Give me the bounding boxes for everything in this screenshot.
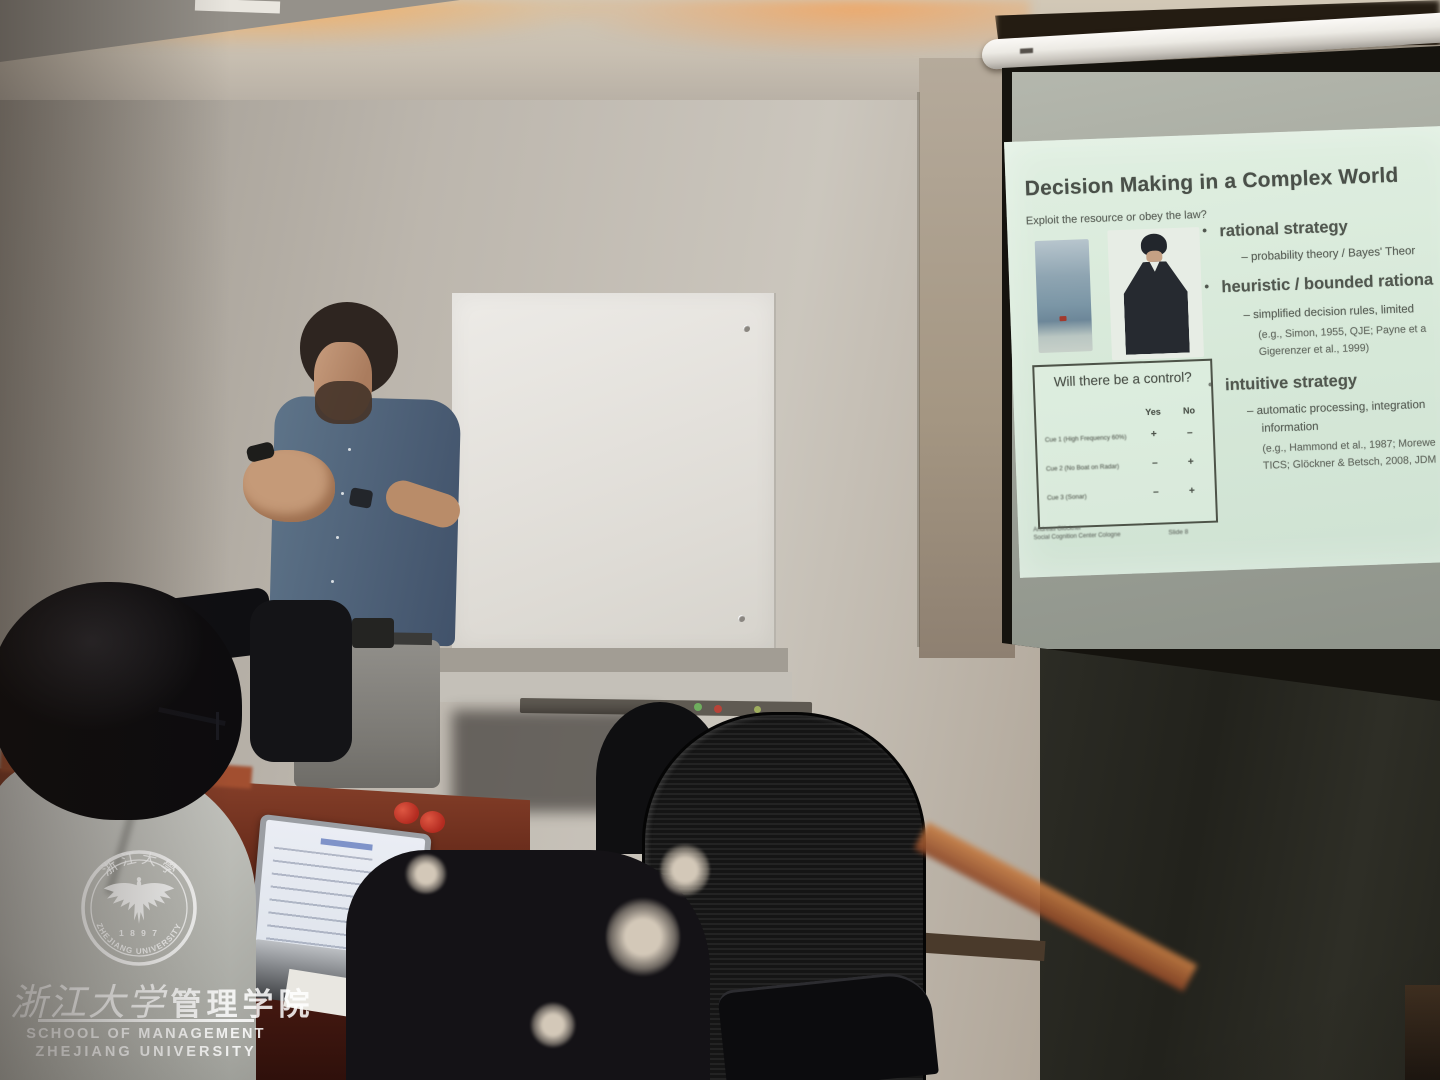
glasses-lens-edge [216,712,219,740]
student-left-hair [0,582,242,820]
seal-bottom-text: ZHEJIANG UNIVERSITY [95,922,184,956]
control-table-title: Will there be a control? [1053,369,1193,390]
whiteboard [452,293,776,651]
wall-corner-edge [917,92,920,647]
row3-yes: – [1152,486,1159,498]
slide-title: Decision Making in a Complex World [1024,163,1399,201]
bullet-rational: rational strategy [1219,218,1348,242]
marker-yellow [754,706,761,713]
chair-leg-right [1405,985,1440,1080]
whiteboard-shadow [440,648,788,674]
projection-screen: Decision Making in a Complex World Explo… [1002,46,1440,701]
eagle-emblem [103,877,175,924]
projected-slide: Decision Making in a Complex World Explo… [1004,126,1440,578]
row2-label: Cue 2 (No Boat on Radar) [1045,463,1120,473]
sub-probability: – probability theory / Bayes' Theor [1241,245,1416,264]
shirt-button [341,492,344,495]
sub-simplified: – simplified decision rules, limited [1243,303,1415,322]
wall-band [440,672,792,702]
zh-school-name: 管理学院 [170,987,315,1022]
watermark-chinese-line: 浙江大学 管理学院 [10,972,309,1026]
ref-glockner: TICS; Glöckner & Betsch, 2008, JDM [1262,453,1437,472]
shirt-button [348,448,351,451]
row2-no: + [1187,456,1194,468]
watermark-school-en: SCHOOL OF MANAGEMENT [26,1026,266,1042]
police-face [1146,250,1162,263]
ref-simon: (e.g., Simon, 1955, QJE; Payne et a [1258,322,1427,341]
chair-back-mid [250,600,352,762]
marker-green [694,703,702,711]
zh-university-calligraphy: 浙江大学 [10,983,166,1024]
footer-affiliation: Social Cognition Center Cologne [1033,532,1121,542]
whiteboard-screw [738,615,745,622]
presenter-beard [315,381,372,424]
seal-year: 1 8 9 7 [119,928,159,938]
belt-phone [352,618,394,648]
row1-label: Cue 1 (High Frequency 60%) [1044,433,1127,444]
row1-yes: + [1150,428,1157,440]
sub-automatic: – automatic processing, integration [1246,398,1426,418]
row1-no: – [1186,427,1193,439]
ref-gigerenzer: Gigerenzer et al., 1999) [1258,341,1370,358]
sub-information: information [1261,420,1319,435]
footer-slide-number: Slide 8 [1168,528,1189,537]
seal-top-text: 浙 江 大 學 [99,850,180,880]
shirt-button [336,536,339,539]
ref-hammond: (e.g., Hammond et al., 1987; Morewe [1262,436,1436,455]
watermark-divider [38,1019,254,1022]
row2-yes: – [1151,457,1158,469]
floral-print [606,896,680,978]
presenter-hands [243,450,335,522]
bottle-cap-red [420,811,445,833]
floral-print [660,842,710,898]
whiteboard-screw [743,325,750,332]
right-wall [919,58,1015,658]
laptop-toolbar [320,838,373,851]
dark-wood-panel [1040,648,1440,1080]
slide-subtitle: Exploit the resource or obey the law? [1025,208,1208,228]
housing-logo [1020,47,1033,54]
row3-label: Cue 3 (Sonar) [1046,493,1087,502]
university-seal: 浙 江 大 學 ZHEJIANG UNIVERSITY 1 8 9 7 [81,850,197,966]
floral-print [530,1002,576,1048]
watermark-university-en: ZHEJIANG UNIVERSITY [35,1044,257,1060]
col-yes: Yes [1145,406,1161,418]
boat-mark [1059,316,1066,321]
marker-red [714,705,722,713]
police-uniform [1123,261,1190,355]
footer-author: Andreas Glöckner [1033,525,1082,534]
student-center-hair [420,636,682,1080]
control-table: Will there be a control? Yes No Cue 1 (H… [1032,359,1218,529]
policeman-photo [1107,227,1204,360]
shirt-button [331,580,334,583]
col-no: No [1182,405,1196,416]
wrist-watch [348,487,374,509]
floral-print [404,854,448,894]
bullet-heuristic: heuristic / bounded rationa [1221,271,1433,298]
bullet-intuitive: intuitive strategy [1225,371,1358,395]
row3-no: + [1188,485,1196,497]
sea-photo [1035,239,1093,353]
bottle-cap-red [394,802,419,824]
